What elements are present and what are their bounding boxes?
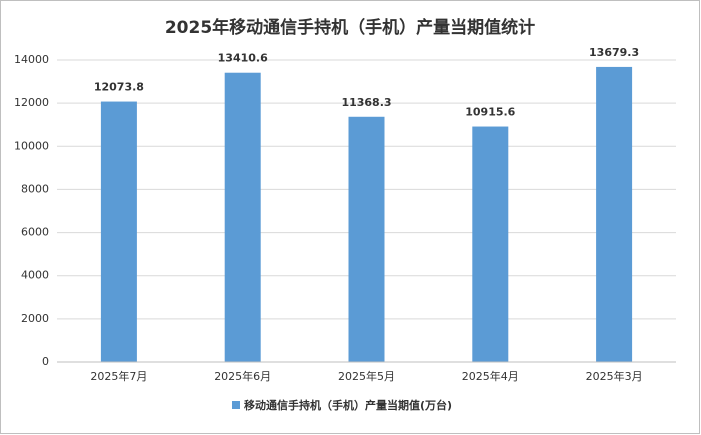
y-tick-label: 8000 bbox=[21, 182, 49, 195]
y-tick-label: 12000 bbox=[14, 96, 49, 109]
y-tick-label: 4000 bbox=[21, 269, 49, 282]
legend-label: 移动通信手持机（手机）产量当期值(万台) bbox=[244, 398, 452, 412]
y-tick-label: 2000 bbox=[21, 312, 49, 325]
x-tick-label: 2025年5月 bbox=[338, 369, 395, 383]
y-tick-label: 10000 bbox=[14, 139, 49, 152]
chart-title: 2025年移动通信手持机（手机）产量当期值统计 bbox=[165, 17, 535, 38]
x-tick-label: 2025年7月 bbox=[90, 369, 147, 383]
x-tick-label: 2025年4月 bbox=[462, 369, 519, 383]
bar bbox=[100, 101, 137, 362]
data-label: 12073.8 bbox=[94, 81, 144, 94]
y-tick-label: 0 bbox=[42, 355, 49, 368]
data-label: 10915.6 bbox=[465, 106, 515, 119]
bar bbox=[472, 126, 509, 362]
data-label: 13679.3 bbox=[589, 46, 639, 59]
y-tick-label: 14000 bbox=[14, 53, 49, 66]
bar bbox=[224, 72, 261, 362]
legend-swatch bbox=[232, 401, 240, 409]
bar bbox=[596, 66, 633, 362]
x-tick-label: 2025年6月 bbox=[214, 369, 271, 383]
data-label: 11368.3 bbox=[341, 96, 391, 109]
y-tick-label: 6000 bbox=[21, 226, 49, 239]
x-tick-label: 2025年3月 bbox=[586, 369, 643, 383]
data-label: 13410.6 bbox=[218, 52, 268, 65]
bar bbox=[348, 116, 385, 362]
